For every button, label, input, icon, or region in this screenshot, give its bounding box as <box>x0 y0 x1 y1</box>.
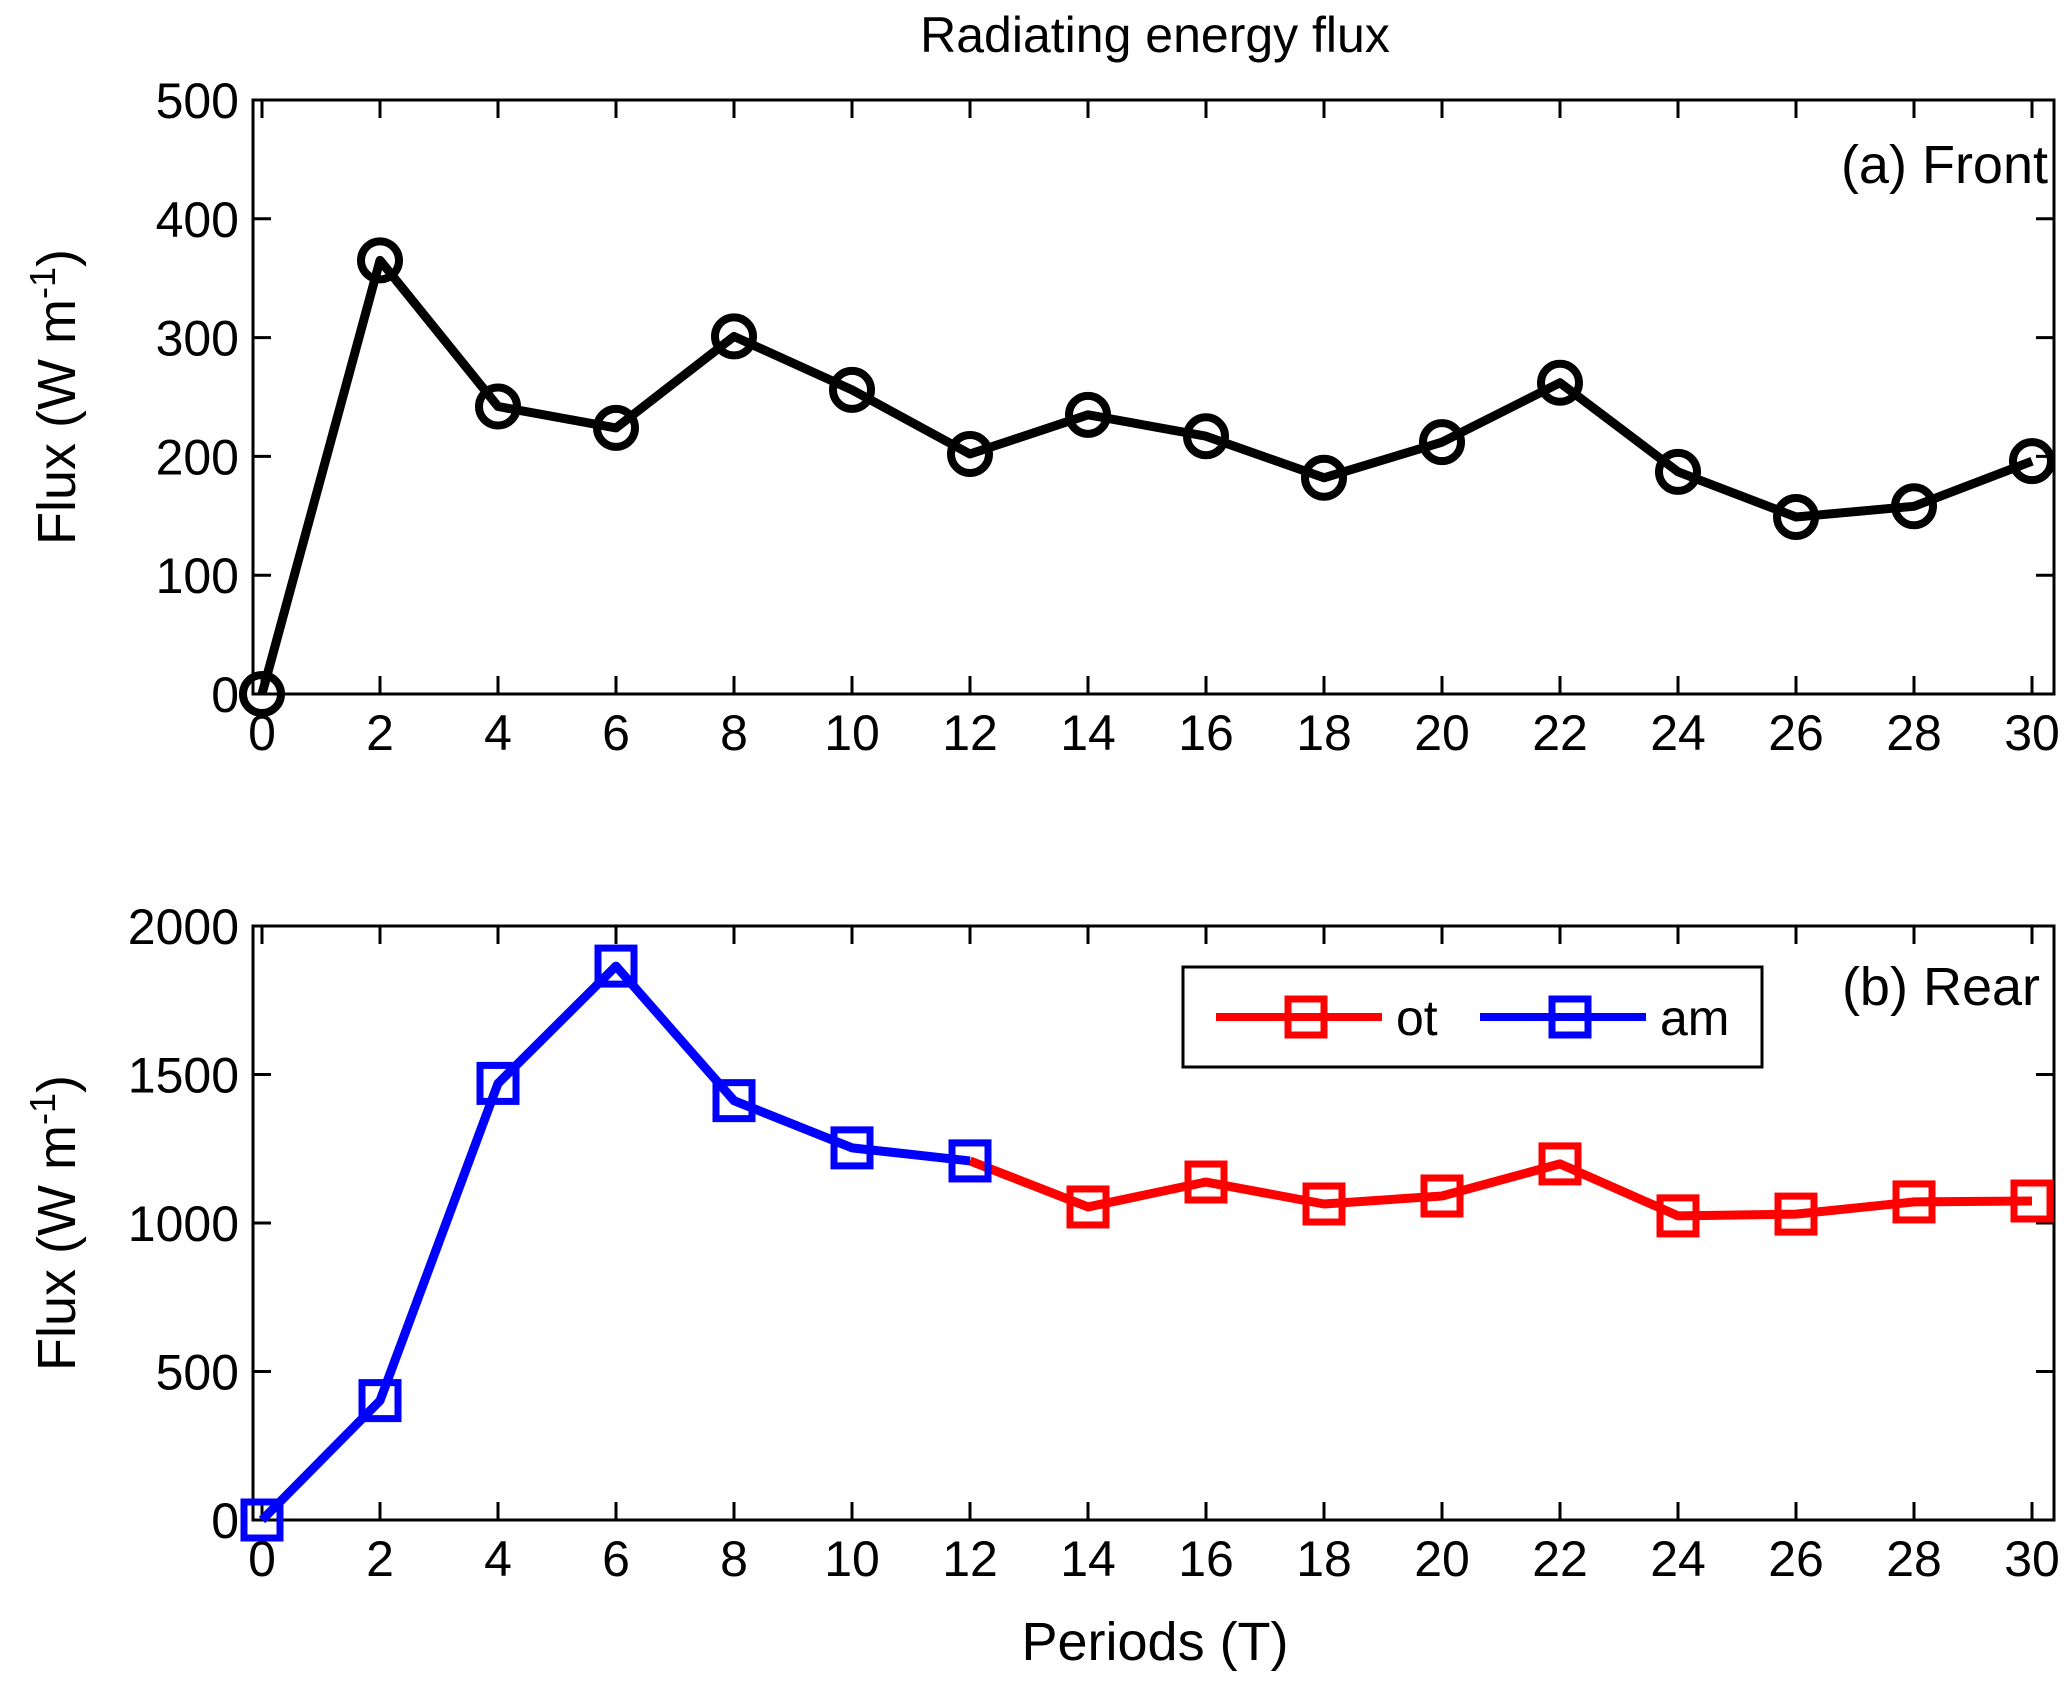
x-tick-label: 18 <box>1296 705 1352 761</box>
data-point <box>475 383 521 430</box>
x-tick-label: 14 <box>1060 705 1116 761</box>
x-tick-label: 16 <box>1178 705 1234 761</box>
data-point <box>594 944 638 988</box>
data-point <box>1891 483 1937 530</box>
x-tick-label: 28 <box>1886 705 1942 761</box>
y-tick-label: 2000 <box>128 899 239 955</box>
data-point <box>1892 1180 1936 1224</box>
x-tick-label: 28 <box>1886 1531 1942 1587</box>
legend-marker-ot <box>1284 995 1328 1039</box>
data-point <box>947 431 993 478</box>
y-label-sup: -1 <box>22 267 63 299</box>
y-label-close: ) <box>27 249 87 267</box>
axes-frame-front <box>251 98 2056 696</box>
legend-label-am: am <box>1660 990 1729 1046</box>
data-point <box>948 1139 992 1183</box>
x-tick-label: 2 <box>366 1531 394 1587</box>
series-line-am <box>258 961 971 1524</box>
data-point <box>1065 391 1111 438</box>
y-label-text: Flux (W m <box>27 1125 87 1371</box>
data-point <box>829 366 875 413</box>
data-point <box>712 1079 756 1123</box>
data-point <box>1774 1192 1818 1236</box>
data-point <box>2010 1179 2054 1223</box>
x-tick-label: 16 <box>1178 1531 1234 1587</box>
x-tick-label: 4 <box>484 705 512 761</box>
data-point <box>1773 493 1819 540</box>
data-point <box>1655 448 1701 495</box>
y-label-sup: -1 <box>22 1093 63 1125</box>
x-tick-label: 8 <box>720 705 748 761</box>
data-point <box>1538 1142 1582 1186</box>
data-point <box>2009 438 2055 485</box>
y-tick-label: 400 <box>156 192 239 248</box>
data-point <box>239 671 285 717</box>
y-tick-label: 0 <box>211 1493 239 1549</box>
panel-label-rear: (b) Rear <box>1842 957 2040 1017</box>
y-label-text: Flux (W m <box>27 299 87 545</box>
series-line-ot <box>968 1156 2033 1221</box>
x-tick-label: 10 <box>824 1531 880 1587</box>
x-tick-label: 2 <box>366 705 394 761</box>
x-tick-label: 24 <box>1650 1531 1706 1587</box>
data-point <box>1656 1194 1700 1238</box>
x-tick-label: 26 <box>1768 705 1824 761</box>
x-tick-label: 20 <box>1414 1531 1470 1587</box>
x-tick-label: 12 <box>942 705 998 761</box>
x-tick-label: 12 <box>942 1531 998 1587</box>
data-point <box>358 1379 402 1423</box>
x-tick-label: 14 <box>1060 1531 1116 1587</box>
legend-label-ot: ot <box>1396 990 1438 1046</box>
y-tick-label: 300 <box>156 311 239 367</box>
y-axis-label-front: Flux (W m-1) <box>22 249 87 545</box>
data-point <box>711 313 757 360</box>
data-point <box>1066 1185 1110 1229</box>
y-tick-label: 100 <box>156 548 239 604</box>
y-tick-label: 1500 <box>128 1048 239 1104</box>
x-tick-label: 8 <box>720 1531 748 1587</box>
y-tick-label: 1000 <box>128 1196 239 1252</box>
y-label-close: ) <box>27 1075 87 1093</box>
y-tick-label: 500 <box>156 73 239 129</box>
y-tick-label: 500 <box>156 1345 239 1401</box>
data-point <box>240 1498 284 1542</box>
x-tick-label: 30 <box>2004 705 2060 761</box>
x-tick-label: 30 <box>2004 1531 2060 1587</box>
data-point <box>1302 1182 1346 1226</box>
data-point <box>1183 413 1229 460</box>
y-tick-label: 200 <box>156 429 239 485</box>
data-point <box>357 237 403 284</box>
x-tick-label: 20 <box>1414 705 1470 761</box>
legend-marker-am <box>1548 995 1592 1039</box>
data-point <box>1420 1174 1464 1218</box>
x-tick-label: 4 <box>484 1531 512 1587</box>
x-tick-label: 6 <box>602 1531 630 1587</box>
y-tick-label: 0 <box>211 667 239 723</box>
x-tick-label: 26 <box>1768 1531 1824 1587</box>
x-tick-label: 6 <box>602 705 630 761</box>
panel-label-front: (a) Front <box>1841 135 2048 195</box>
panel-front: 0 2 4 6 8 10 12 14 16 18 20 22 24 26 28 300100200300400… <box>22 73 2060 761</box>
panel-rear: 0 2 4 6 8 10 12 14 16 18 20 22 24 26 28 300500100015002… <box>22 899 2060 1672</box>
x-tick-label: 10 <box>824 705 880 761</box>
x-tick-label: 22 <box>1532 1531 1588 1587</box>
x-tick-label: 18 <box>1296 1531 1352 1587</box>
x-tick-label: 24 <box>1650 705 1706 761</box>
data-point <box>1537 359 1583 406</box>
data-point <box>830 1126 874 1170</box>
data-point <box>476 1061 520 1105</box>
legend: ot am <box>1181 965 1764 1069</box>
y-axis-label-rear: Flux (W m-1) <box>22 1075 87 1371</box>
chart-title: Radiating energy flux <box>920 7 1390 63</box>
x-axis-label: Periods (T) <box>1021 1612 1288 1672</box>
data-point <box>1419 419 1465 466</box>
series-line-front <box>257 255 2034 696</box>
x-tick-label: 22 <box>1532 705 1588 761</box>
axes-frame-rear <box>251 924 2056 1522</box>
data-point <box>593 404 639 451</box>
data-point <box>1301 454 1347 501</box>
data-point <box>1184 1160 1228 1204</box>
